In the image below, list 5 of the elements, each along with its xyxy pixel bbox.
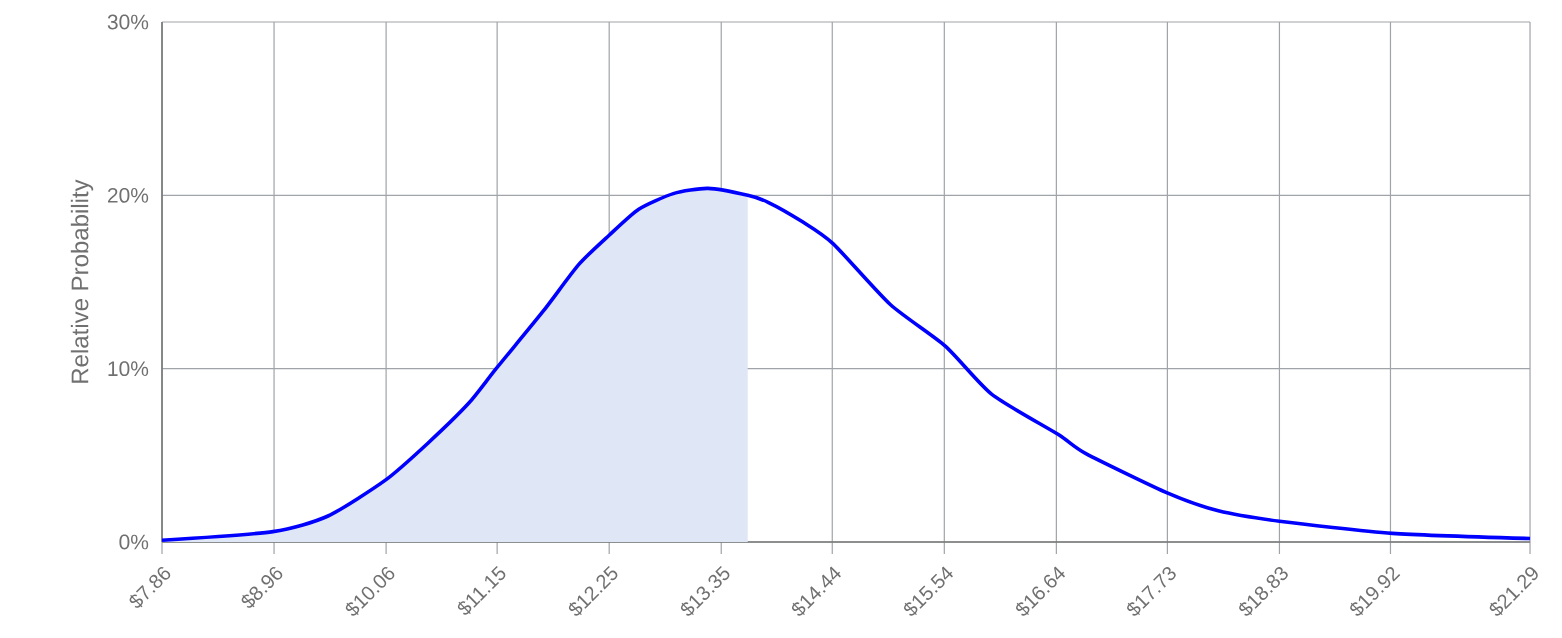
y-tick-label: 10% bbox=[108, 361, 149, 377]
y-tick-label: 20% bbox=[107, 187, 149, 203]
y-tick-label: 0% bbox=[119, 534, 149, 550]
y-tick-label: 30% bbox=[107, 14, 149, 30]
y-axis-title: Relative Probability bbox=[70, 179, 94, 383]
